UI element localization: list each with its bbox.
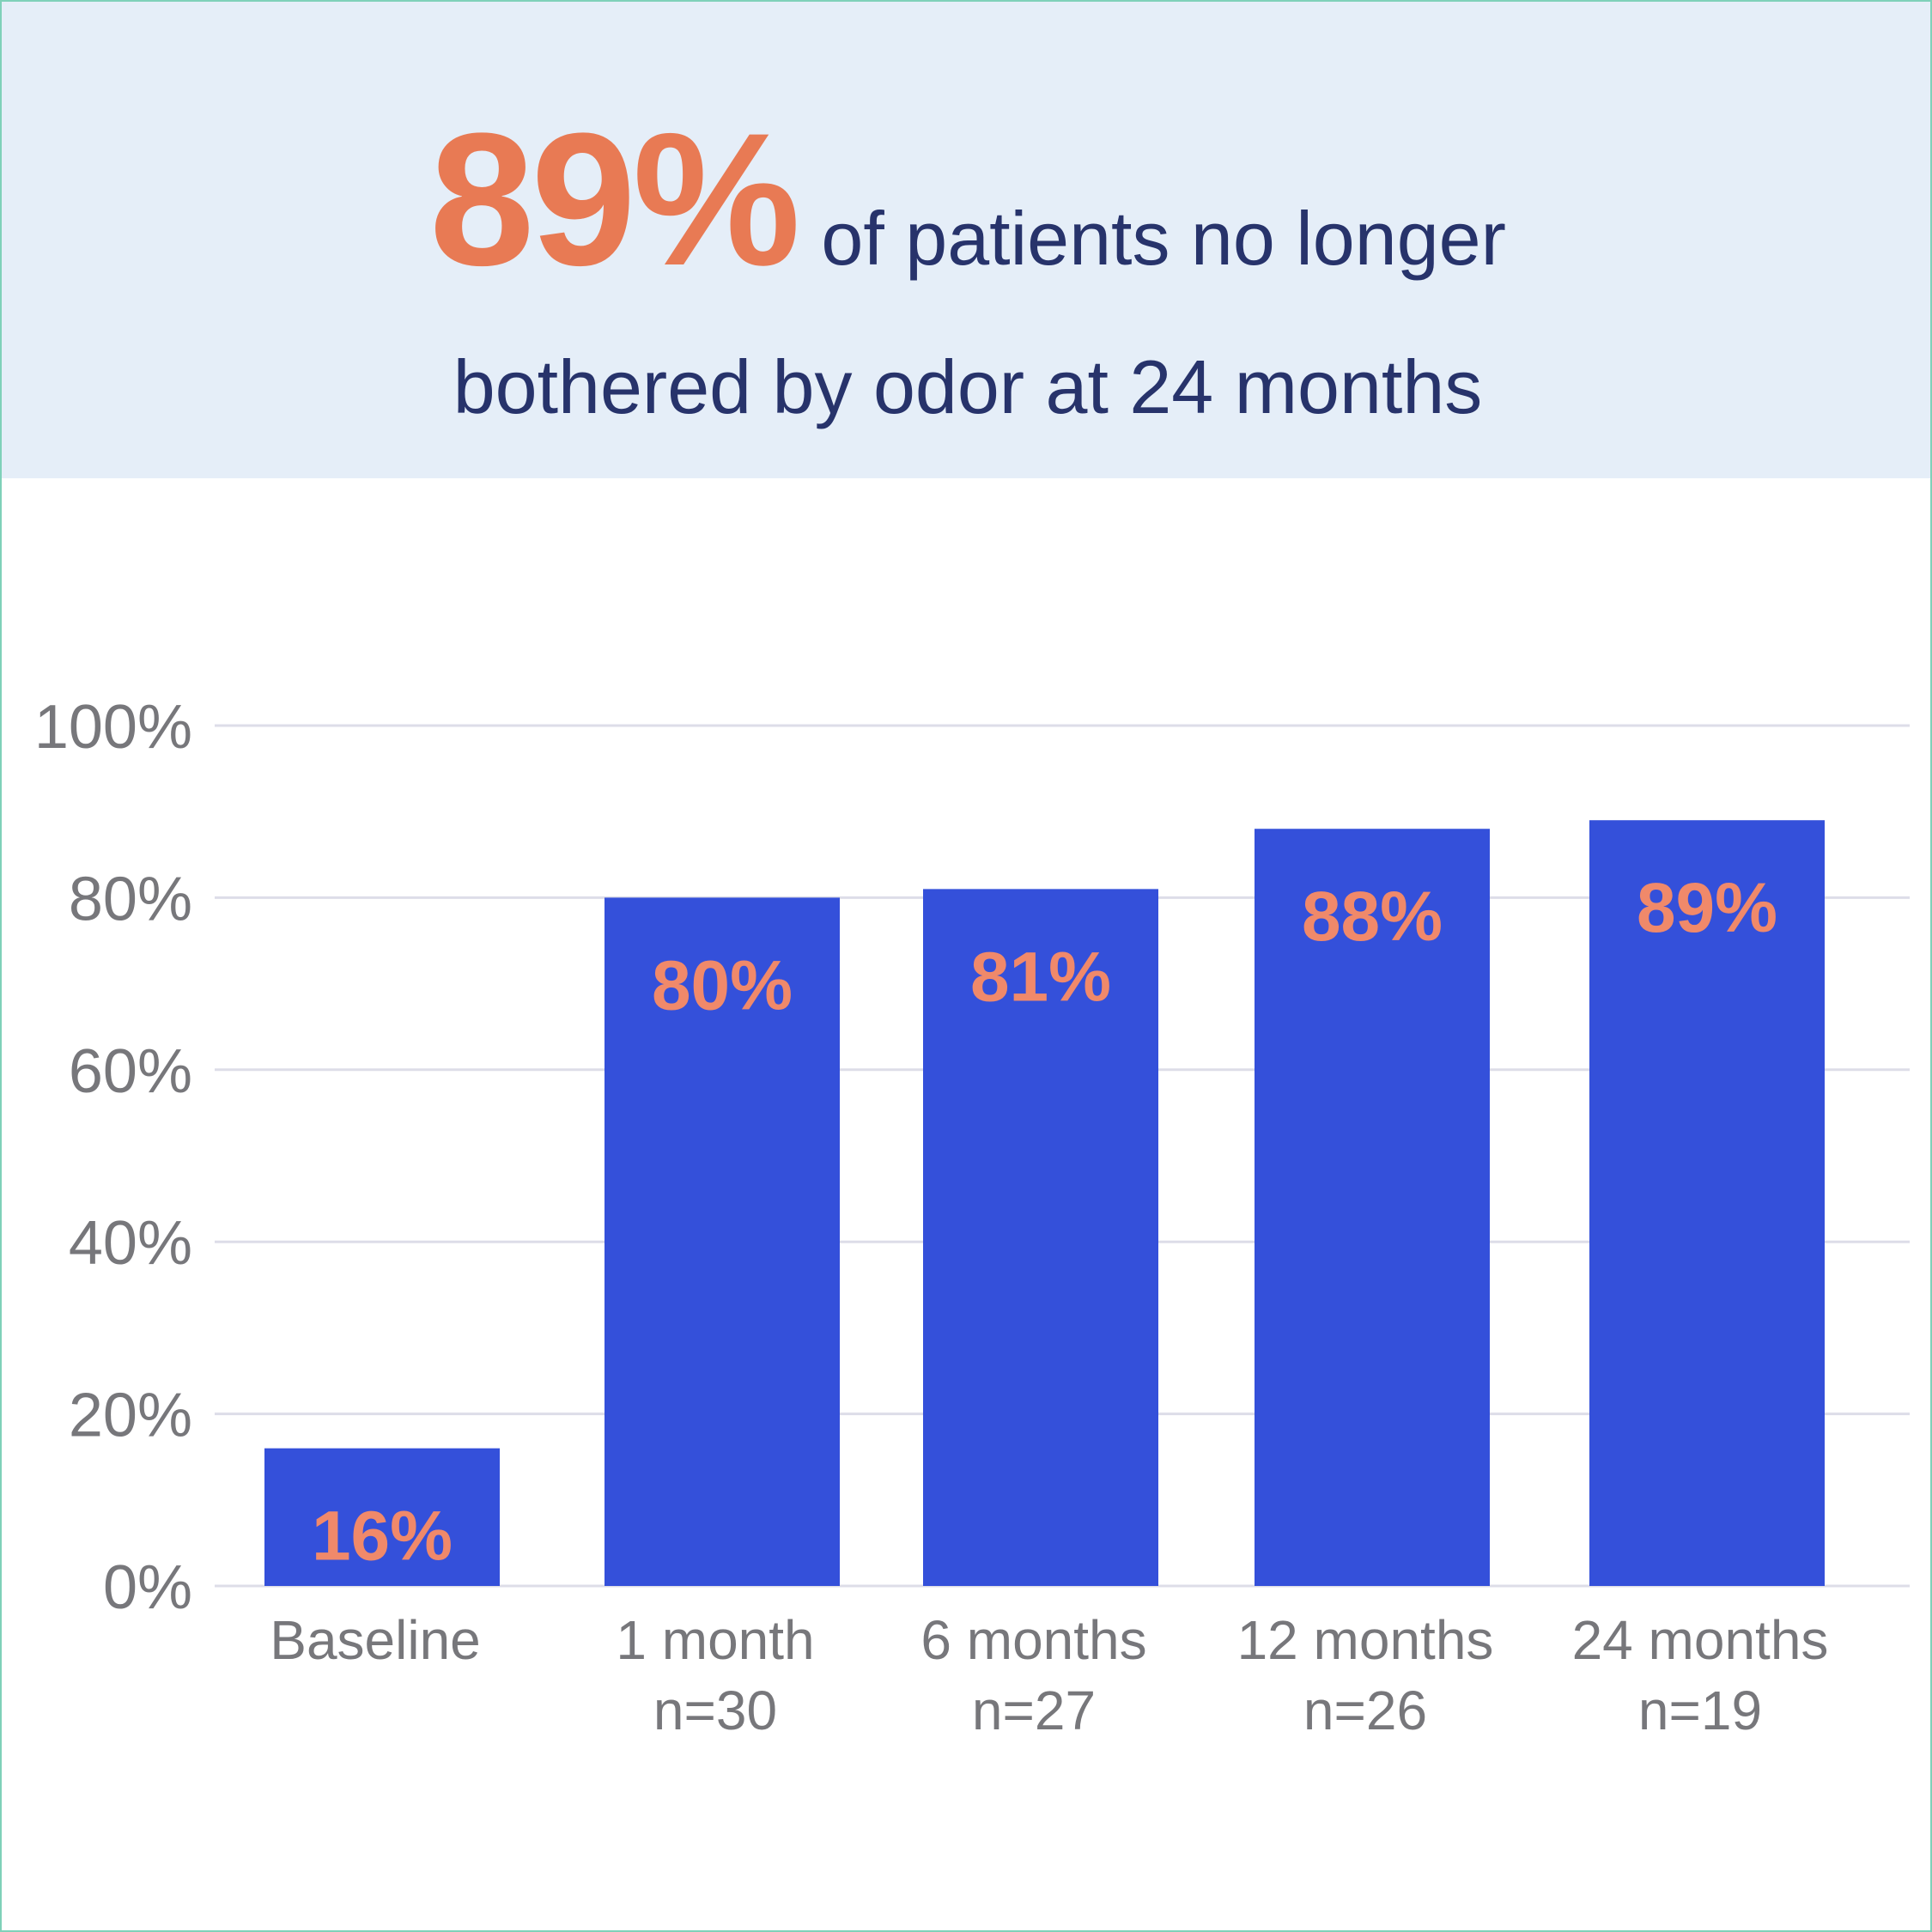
headline-line-1-text: of patients no longer <box>821 196 1506 281</box>
bar <box>605 897 840 1586</box>
headline-line-2: bothered by odor at 24 months <box>453 344 1483 429</box>
bar-value-label: 81% <box>970 938 1111 1016</box>
x-sample-size-label: n=30 <box>653 1680 777 1741</box>
x-sample-size-label: n=26 <box>1303 1680 1427 1741</box>
x-category-label: 1 month <box>616 1609 814 1671</box>
headline-line-1: 89% of patients no longer <box>2 105 1930 347</box>
x-sample-size-label: n=27 <box>972 1680 1096 1741</box>
x-sample-size-label: n=19 <box>1638 1680 1762 1741</box>
bar-value-label: 89% <box>1637 869 1777 947</box>
x-category-label: 12 months <box>1237 1609 1494 1671</box>
headline-big-stat: 89% <box>429 94 800 305</box>
bar-value-label: 80% <box>652 946 793 1024</box>
x-category-label: 6 months <box>920 1609 1146 1671</box>
y-tick-label: 0% <box>103 1553 192 1622</box>
x-category-label: Baseline <box>270 1609 481 1671</box>
y-tick-label: 100% <box>34 693 192 762</box>
bar-value-label: 16% <box>312 1498 453 1576</box>
y-tick-label: 20% <box>69 1382 192 1450</box>
y-tick-label: 40% <box>69 1209 192 1278</box>
x-category-label: 24 months <box>1572 1609 1829 1671</box>
y-tick-label: 60% <box>69 1037 192 1106</box>
bar <box>923 889 1158 1586</box>
y-tick-label: 80% <box>69 865 192 933</box>
bar <box>264 1448 500 1586</box>
bar <box>1255 829 1490 1586</box>
bar-value-label: 88% <box>1302 878 1443 956</box>
headline: 89% of patients no longer bothered by odo… <box>2 105 1930 434</box>
bar <box>1589 820 1825 1586</box>
header-banner: 89% of patients no longer bothered by odo… <box>2 2 1930 478</box>
